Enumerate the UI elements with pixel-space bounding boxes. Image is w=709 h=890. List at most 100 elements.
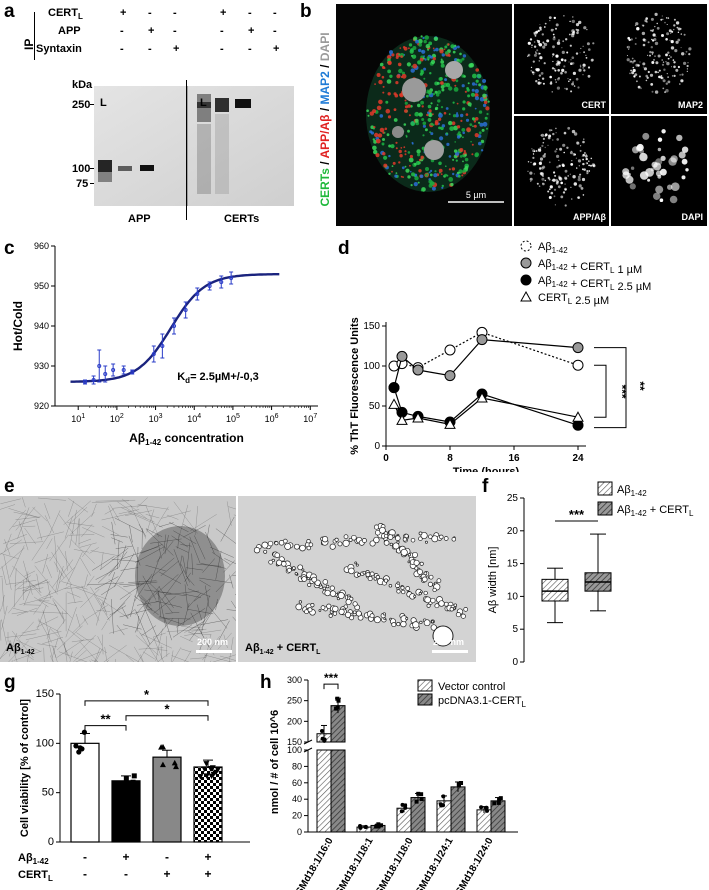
data-point bbox=[131, 773, 137, 779]
sig-bracket bbox=[125, 715, 209, 721]
y-tick-label: 150 bbox=[363, 321, 380, 332]
sig-bracket bbox=[84, 725, 127, 731]
y-tick-label: 50 bbox=[42, 787, 54, 799]
data-point bbox=[151, 352, 156, 356]
data-point bbox=[479, 805, 484, 810]
ip-sign: - bbox=[148, 7, 152, 19]
panel-label-e: e bbox=[4, 476, 15, 497]
panel-label-d: d bbox=[338, 238, 350, 259]
x-axis-label: Time (hours) bbox=[453, 466, 520, 472]
y-tick-label: 930 bbox=[34, 361, 49, 371]
legend-swatch bbox=[417, 679, 433, 692]
data-point bbox=[201, 766, 208, 772]
y-tick-label: 20 bbox=[507, 526, 519, 537]
data-point bbox=[419, 797, 424, 802]
y-tick-label: 200 bbox=[287, 716, 302, 726]
data-point bbox=[219, 280, 224, 284]
tem-scale-left: 200 nm bbox=[197, 637, 229, 647]
data-point bbox=[97, 364, 102, 368]
panel-label-c: c bbox=[4, 238, 15, 259]
data-point bbox=[319, 728, 324, 733]
x-tick-label: SMd18:1/18:1 bbox=[334, 836, 376, 890]
data-point bbox=[374, 824, 379, 829]
legend-label: CERTL 2.5 µM bbox=[538, 292, 609, 307]
data-point bbox=[83, 380, 88, 384]
data-point bbox=[111, 368, 116, 372]
data-point bbox=[572, 342, 584, 354]
data-point bbox=[497, 797, 502, 802]
y-tick-label: 100 bbox=[287, 745, 302, 755]
ip-sign: - bbox=[273, 7, 277, 19]
y-axis-label: Aβ width [nm] bbox=[487, 547, 499, 614]
y-tick-label: 60 bbox=[292, 778, 302, 788]
treatment-label: CERTL bbox=[18, 869, 53, 883]
ip-sign: - bbox=[220, 43, 224, 55]
ip-sign: + bbox=[120, 7, 127, 19]
data-point bbox=[476, 334, 488, 346]
data-point bbox=[444, 418, 456, 429]
y-tick-label: 25 bbox=[507, 493, 519, 504]
data-point bbox=[121, 368, 126, 372]
data-point bbox=[123, 775, 129, 781]
ip-sign: - bbox=[248, 7, 252, 19]
data-point bbox=[117, 782, 123, 788]
data-point bbox=[419, 792, 424, 797]
x-tick-label: 101 bbox=[71, 413, 85, 424]
sig-label: ** bbox=[100, 712, 111, 727]
ip-sign: - bbox=[120, 43, 124, 55]
bar bbox=[476, 809, 492, 833]
kd-annotation: Kd= 2.5µM+/-0,3 bbox=[177, 371, 259, 385]
panel-e: Aβ1-42 Aβ1-42 + CERTL 200 nm 200 nm bbox=[0, 496, 476, 662]
y-tick-label: 150 bbox=[36, 688, 54, 700]
axis-break bbox=[303, 747, 313, 753]
treatment-sign: - bbox=[124, 867, 128, 881]
data-point bbox=[412, 411, 424, 423]
treatment-sign: + bbox=[163, 867, 170, 881]
data-point bbox=[439, 803, 444, 808]
bar bbox=[70, 742, 100, 843]
x-tick-label: SMd18:1/24:0 bbox=[454, 836, 496, 890]
data-point bbox=[171, 759, 178, 766]
data-point bbox=[485, 808, 490, 813]
marker-250: 250 bbox=[72, 99, 91, 111]
sig-label: *** bbox=[324, 672, 338, 685]
data-point bbox=[412, 364, 424, 376]
data-point bbox=[81, 729, 87, 735]
fit-curve bbox=[70, 273, 280, 383]
panel-a: IP CERTL APP Syntaxin + - - - + - - - + + - - - + - - - +… bbox=[0, 0, 300, 235]
tile-label-map2: MAP2 bbox=[678, 100, 703, 110]
ip-sign: + bbox=[148, 25, 155, 37]
data-point bbox=[79, 746, 85, 752]
row-label-cert: CERTL bbox=[48, 7, 83, 22]
y-tick-label: 0 bbox=[48, 836, 54, 848]
y-axis-label: Cell viability [% of control] bbox=[19, 699, 31, 837]
x-tick-label: SMd18:1/18:0 bbox=[374, 836, 416, 890]
data-point bbox=[208, 773, 215, 780]
sig-label: * bbox=[144, 687, 150, 702]
confocal-merge: 5 µm bbox=[336, 4, 512, 226]
ip-bracket bbox=[34, 12, 35, 60]
y-axis-label: nmol / # of cell 10^6 bbox=[269, 710, 281, 814]
data-point bbox=[444, 344, 456, 356]
y-tick-label: 10 bbox=[507, 591, 519, 602]
data-point bbox=[388, 382, 400, 394]
data-point bbox=[396, 350, 408, 362]
y-tick-label: 50 bbox=[369, 401, 381, 412]
data-point bbox=[213, 769, 220, 776]
tile-label-app: APP/Aβ bbox=[573, 212, 607, 222]
data-point bbox=[363, 824, 368, 829]
panel-label-g: g bbox=[4, 672, 16, 693]
ip-sign: + bbox=[248, 25, 255, 37]
data-point bbox=[484, 805, 489, 810]
x-tick-label: 103 bbox=[149, 413, 163, 424]
ip-sign: - bbox=[273, 25, 277, 37]
box bbox=[541, 578, 569, 602]
kda-label: kDa bbox=[72, 79, 93, 91]
data-point bbox=[572, 419, 584, 431]
sig-label: ** bbox=[633, 381, 647, 391]
x-tick-label: 105 bbox=[226, 413, 240, 424]
blot-label-app: APP bbox=[128, 213, 151, 225]
ip-sign: - bbox=[173, 25, 177, 37]
data-point bbox=[335, 696, 340, 701]
